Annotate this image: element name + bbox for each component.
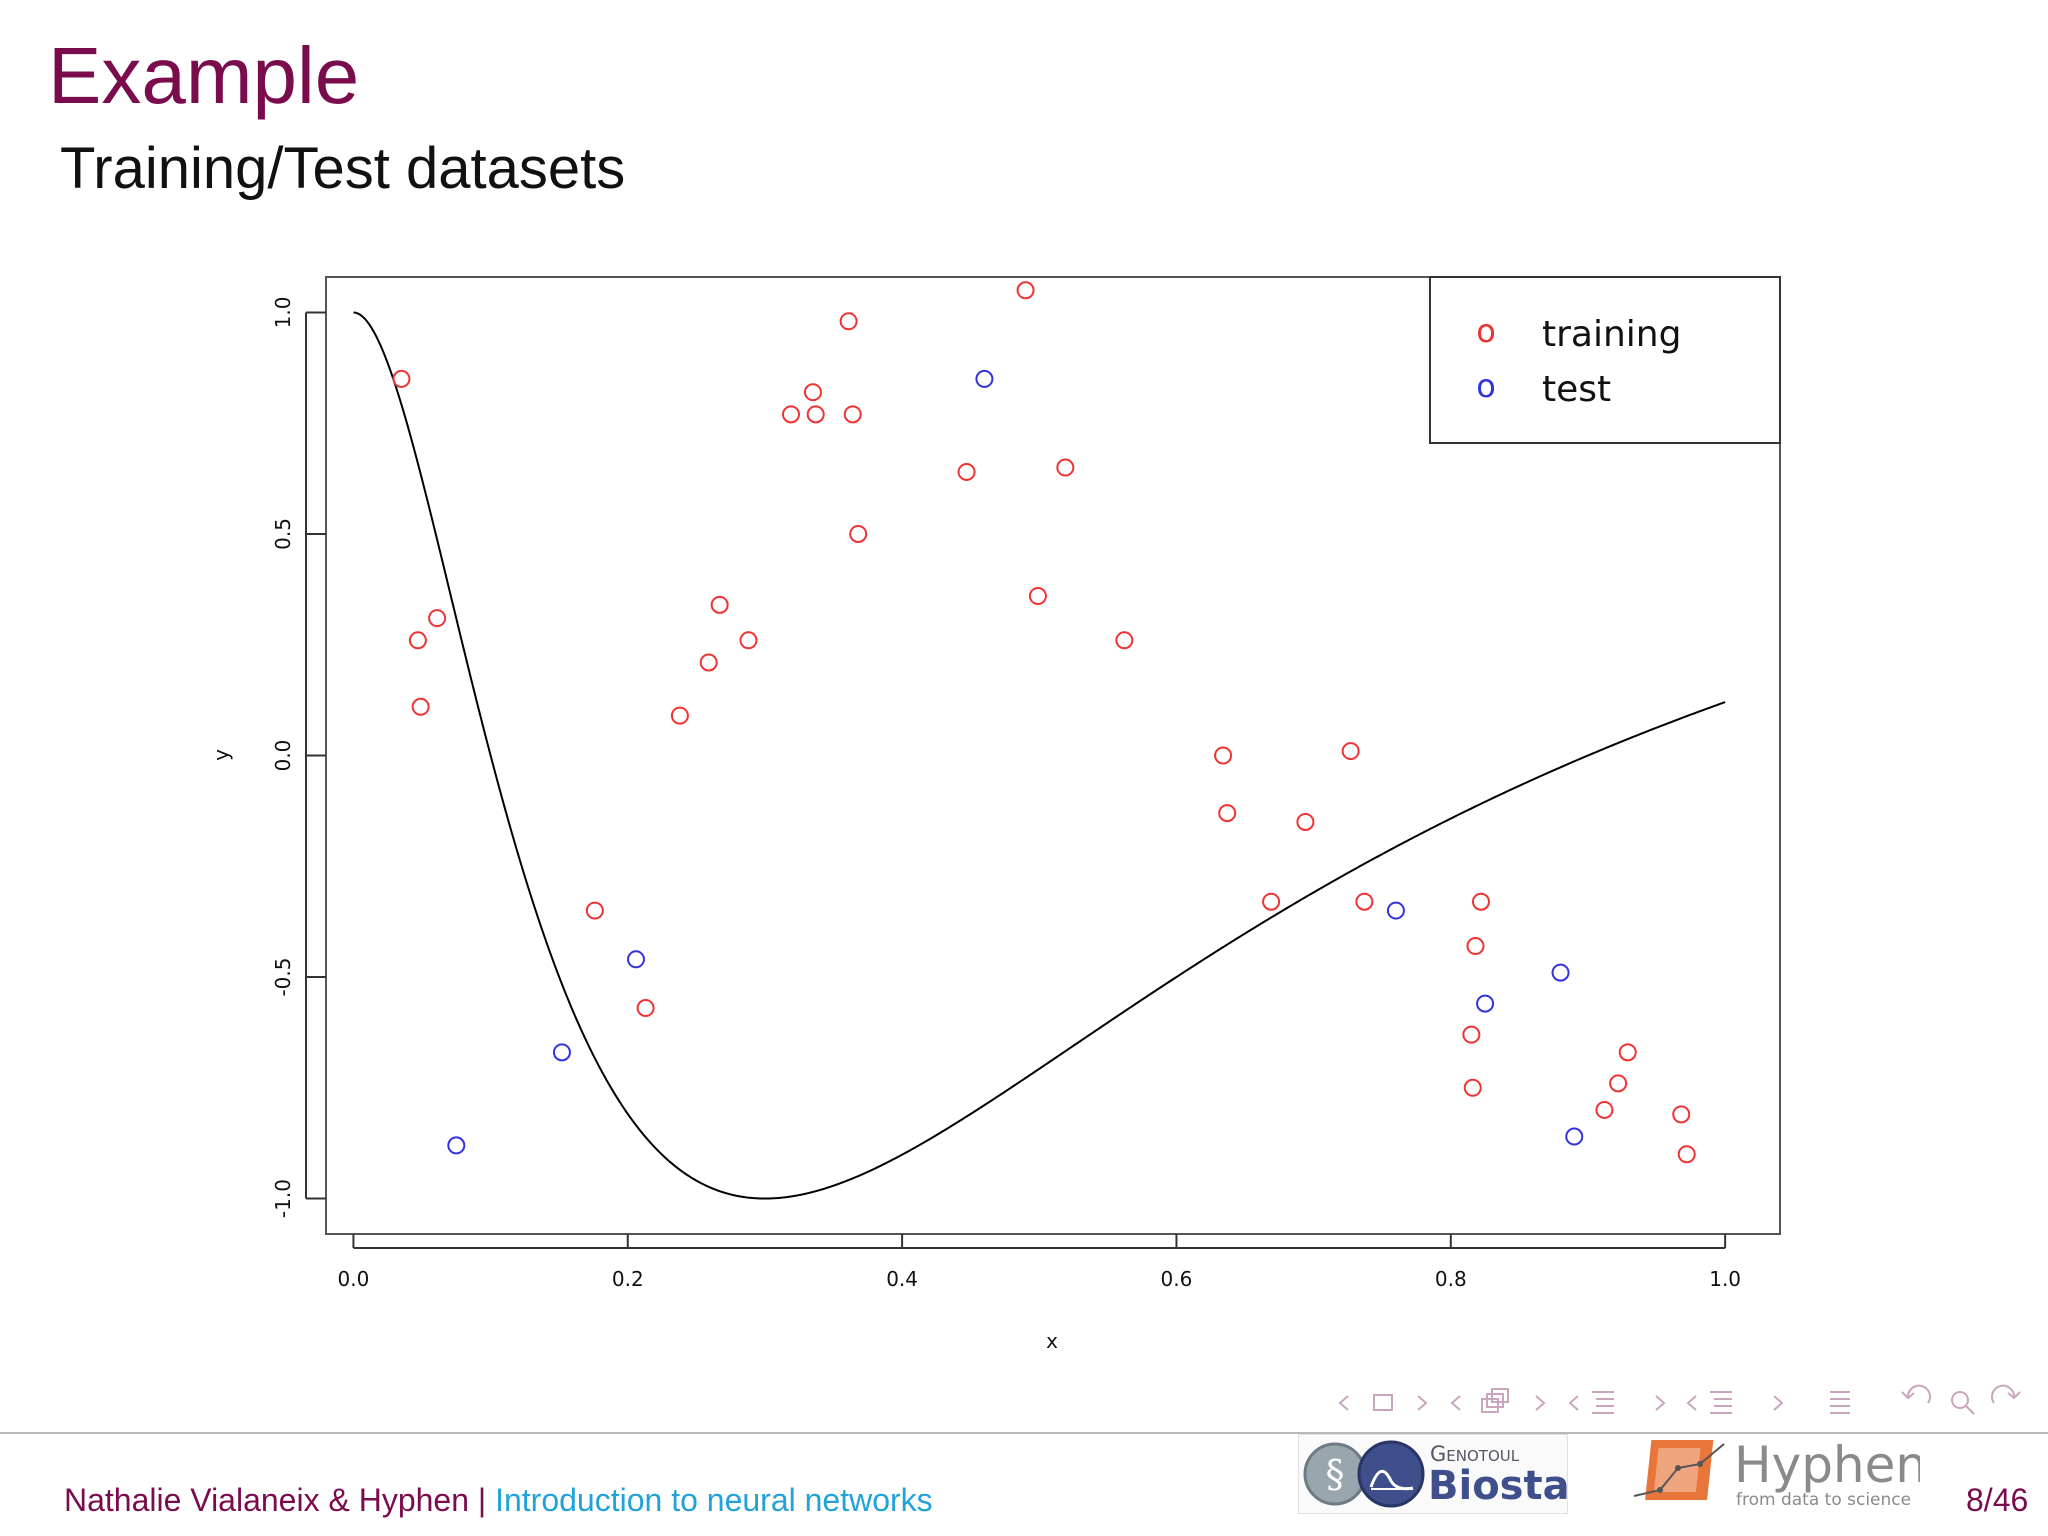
y-tick-label: 1.0 bbox=[271, 297, 295, 329]
nav-forward-icon[interactable] bbox=[1991, 1384, 2021, 1404]
x-tick-label: 1.0 bbox=[1709, 1267, 1741, 1291]
training-point bbox=[428, 609, 447, 628]
y-axis: -1.0 -0.5 0.0 0.5 1.0 bbox=[271, 297, 326, 1218]
legend-label-test: test bbox=[1542, 369, 1611, 410]
y-tick-label: -0.5 bbox=[271, 958, 295, 997]
training-point bbox=[699, 653, 718, 672]
genotoul-biostat-logo: § Genotoul Biostat bbox=[1298, 1434, 1568, 1514]
nav-search-icon[interactable] bbox=[1951, 1391, 1975, 1415]
training-point bbox=[1471, 892, 1490, 911]
slide-subtitle: Training/Test datasets bbox=[60, 136, 626, 201]
training-point bbox=[1595, 1100, 1614, 1119]
footer-separator: | bbox=[477, 1482, 487, 1518]
training-point bbox=[1677, 1145, 1696, 1164]
test-point bbox=[1565, 1127, 1584, 1146]
training-point bbox=[585, 901, 604, 920]
footer: Nathalie Vialaneix & Hyphen | Introducti… bbox=[0, 1434, 2048, 1536]
legend-label-training: training bbox=[1542, 314, 1681, 355]
training-point bbox=[1609, 1074, 1628, 1093]
training-point bbox=[1466, 937, 1485, 956]
training-point bbox=[392, 369, 411, 388]
legend-box bbox=[1429, 276, 1781, 444]
training-point bbox=[1463, 1078, 1482, 1097]
nav-subsection-icon[interactable] bbox=[1450, 1388, 1546, 1413]
training-point bbox=[1016, 281, 1035, 300]
training-point bbox=[1214, 746, 1233, 765]
training-point bbox=[843, 405, 862, 424]
training-point bbox=[411, 697, 430, 716]
nav-frame-icon[interactable] bbox=[1338, 1394, 1428, 1411]
nav-document-icon[interactable] bbox=[1686, 1391, 1784, 1414]
test-point bbox=[1476, 994, 1495, 1013]
training-point bbox=[739, 631, 758, 650]
logo-hyphen-name: Hyphen bbox=[1734, 1436, 1920, 1494]
scatter-chart: -1.0 -0.5 0.0 0.5 1.0 0.0 0.2 0.4 0.6 0.8 1.0 x y… bbox=[209, 276, 1781, 1353]
training-point bbox=[1218, 804, 1237, 823]
training-point bbox=[1056, 458, 1075, 477]
legend-marker-test: o bbox=[1476, 367, 1496, 405]
legend: o training o test bbox=[1429, 276, 1781, 444]
nav-outline-icon[interactable] bbox=[1830, 1391, 1850, 1414]
logo-hyphen-tagline: from data to science bbox=[1736, 1490, 1911, 1510]
y-tick-label: 0.5 bbox=[271, 518, 295, 550]
x-tick-label: 0.8 bbox=[1435, 1267, 1467, 1291]
training-point bbox=[670, 706, 689, 725]
x-axis-label: x bbox=[1046, 1329, 1058, 1353]
logo-biostat-bottom: Biostat bbox=[1428, 1463, 1568, 1509]
footer-author: Nathalie Vialaneix & Hyphen bbox=[64, 1482, 469, 1518]
nav-section-icon[interactable] bbox=[1568, 1391, 1666, 1414]
test-point bbox=[1551, 963, 1570, 982]
hyphen-logo: Hyphen from data to science bbox=[1633, 1436, 1920, 1510]
beamer-navigation-bar bbox=[1338, 1384, 2021, 1415]
x-tick-label: 0.6 bbox=[1161, 1267, 1193, 1291]
legend-marker-training: o bbox=[1476, 312, 1496, 350]
training-point bbox=[1262, 892, 1281, 911]
true-function-curve bbox=[353, 311, 1726, 1200]
training-point bbox=[1462, 1025, 1481, 1044]
footer-author-line: Nathalie Vialaneix & Hyphen | Introducti… bbox=[64, 1482, 933, 1519]
training-point bbox=[1355, 892, 1374, 911]
y-axis-label: y bbox=[209, 749, 233, 761]
svg-text:§: § bbox=[1326, 1452, 1345, 1496]
training-point bbox=[1672, 1105, 1691, 1124]
training-point bbox=[806, 405, 825, 424]
training-point bbox=[408, 631, 427, 650]
test-point bbox=[1386, 901, 1405, 920]
training-point bbox=[710, 595, 729, 614]
test-point bbox=[552, 1043, 571, 1062]
training-point bbox=[839, 312, 858, 331]
training-point bbox=[636, 999, 655, 1018]
training-point bbox=[1341, 742, 1360, 761]
logo-biostat-top: Genotoul bbox=[1430, 1442, 1520, 1466]
slide-title: Example bbox=[48, 31, 360, 120]
page-number: 8/46 bbox=[1966, 1482, 2029, 1518]
nav-back-icon[interactable] bbox=[1901, 1384, 1931, 1404]
x-tick-label: 0.2 bbox=[612, 1267, 644, 1291]
x-tick-label: 0.4 bbox=[886, 1267, 918, 1291]
x-tick-label: 0.0 bbox=[338, 1267, 370, 1291]
training-point bbox=[1296, 812, 1315, 831]
test-point bbox=[627, 950, 646, 969]
data-points bbox=[392, 281, 1696, 1164]
footer-talk-title[interactable]: Introduction to neural networks bbox=[495, 1482, 933, 1518]
training-point bbox=[1028, 587, 1047, 605]
test-point bbox=[447, 1136, 466, 1155]
training-point bbox=[1618, 1043, 1637, 1062]
footer-divider bbox=[0, 1432, 2048, 1434]
training-point bbox=[803, 383, 822, 402]
training-point bbox=[849, 524, 868, 543]
test-point bbox=[975, 369, 994, 388]
x-axis: 0.0 0.2 0.4 0.6 0.8 1.0 bbox=[338, 1234, 1741, 1291]
training-point bbox=[1115, 631, 1134, 650]
training-point bbox=[957, 462, 976, 481]
training-point bbox=[782, 405, 801, 424]
y-tick-label: -1.0 bbox=[271, 1179, 295, 1218]
y-tick-label: 0.0 bbox=[271, 740, 295, 772]
